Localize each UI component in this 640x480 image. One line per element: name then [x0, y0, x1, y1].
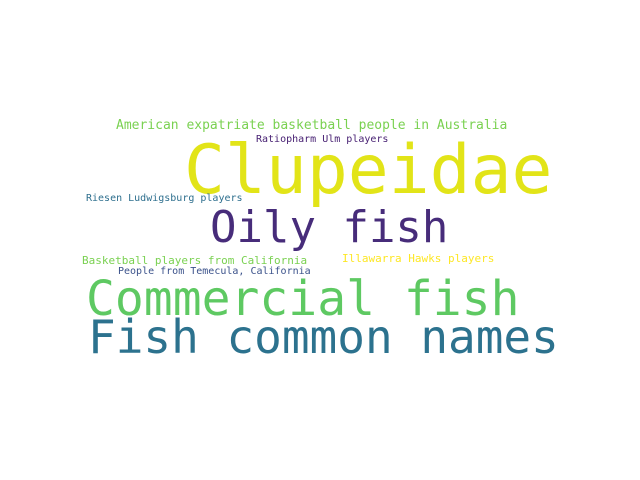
- word-commercial-fish: Commercial fish: [86, 271, 520, 327]
- word-people-from-temecula-california: People from Temecula, California: [118, 266, 311, 277]
- word-oily-fish: Oily fish: [210, 202, 449, 253]
- word-basketball-players-from-california: Basketball players from California: [82, 254, 308, 267]
- word-american-expatriate-basketball-people-in-australia: American expatriate basketball people in…: [116, 118, 508, 133]
- word-ratiopharm-ulm-players: Ratiopharm Ulm players: [256, 134, 389, 145]
- word-clupeidae: Clupeidae: [184, 131, 553, 210]
- word-illawarra-hawks-players: Illawarra Hawks players: [342, 252, 495, 265]
- word-fish-common-names: Fish common names: [88, 310, 559, 364]
- word-riesen-ludwigsburg-players: Riesen Ludwigsburg players: [86, 193, 243, 204]
